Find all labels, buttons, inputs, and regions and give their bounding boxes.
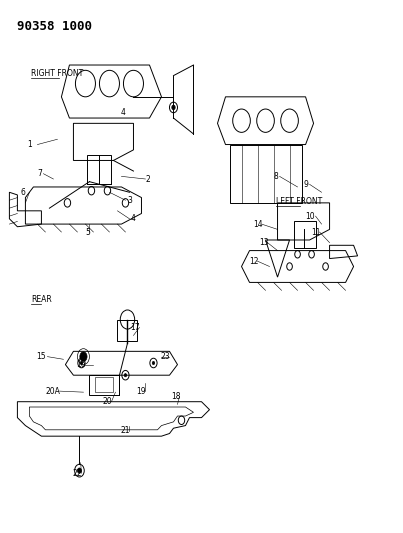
Text: RIGHT FRONT: RIGHT FRONT [31, 69, 84, 78]
Text: 7: 7 [37, 169, 42, 178]
Text: 10: 10 [305, 212, 314, 221]
Text: 8: 8 [273, 172, 278, 181]
Text: 3: 3 [127, 196, 132, 205]
Text: 16: 16 [77, 360, 86, 369]
Text: 6: 6 [21, 188, 26, 197]
Text: 5: 5 [85, 228, 90, 237]
Text: 22: 22 [73, 469, 82, 478]
Circle shape [152, 361, 155, 365]
Text: 11: 11 [311, 228, 320, 237]
Text: 20A: 20A [46, 386, 61, 395]
Text: 12: 12 [249, 257, 258, 265]
Text: 90358 1000: 90358 1000 [17, 20, 92, 33]
Text: 1: 1 [27, 140, 32, 149]
Text: 14: 14 [253, 220, 262, 229]
Text: 9: 9 [303, 180, 308, 189]
Text: 17: 17 [131, 323, 140, 332]
Text: 13: 13 [259, 238, 268, 247]
Circle shape [80, 352, 87, 361]
Bar [87, 155, 112, 184]
Circle shape [77, 468, 81, 473]
Bar [89, 375, 119, 395]
Text: 4: 4 [131, 214, 136, 223]
Bar [293, 221, 316, 248]
Circle shape [124, 374, 127, 377]
Text: 18: 18 [171, 392, 180, 401]
Text: 4: 4 [121, 108, 126, 117]
Circle shape [172, 106, 175, 110]
Circle shape [80, 361, 83, 365]
Text: 20: 20 [103, 397, 112, 406]
Text: 21: 21 [121, 426, 130, 435]
Text: REAR: REAR [31, 295, 52, 304]
Text: 23: 23 [161, 352, 170, 361]
Text: 2: 2 [145, 174, 150, 183]
Text: 15: 15 [37, 352, 46, 361]
Text: 19: 19 [137, 386, 146, 395]
Bar [96, 377, 114, 392]
Text: LEFT FRONT: LEFT FRONT [276, 197, 322, 206]
